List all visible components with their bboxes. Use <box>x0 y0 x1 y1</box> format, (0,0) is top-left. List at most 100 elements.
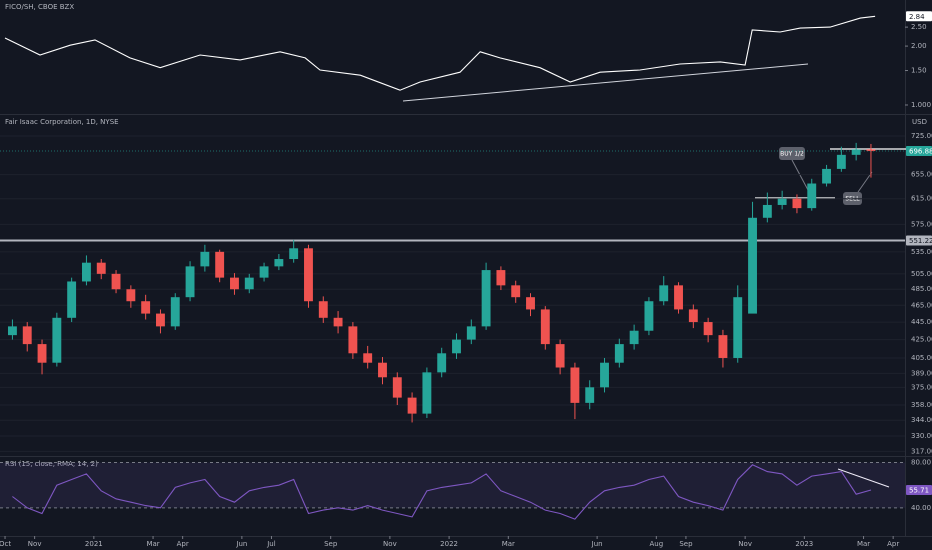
x-tick-label: Nov <box>383 540 397 548</box>
y-tick-label: 2.50 <box>911 23 927 31</box>
candle-body <box>170 297 180 327</box>
candle-body <box>156 313 165 327</box>
candle-body <box>200 251 210 267</box>
last-value-label: 55.71 <box>909 487 929 495</box>
candle-body <box>407 397 417 414</box>
candle-body <box>614 344 624 363</box>
candle-body <box>748 217 757 314</box>
x-tick-label: Aug <box>649 540 663 548</box>
y-tick-label: 389.00 <box>911 369 932 377</box>
candle-body <box>52 317 62 363</box>
candle-body <box>466 326 476 340</box>
y-tick-label: 445.00 <box>911 318 932 326</box>
candle-body <box>304 248 313 302</box>
candle-body <box>259 266 269 278</box>
candle-body <box>244 277 254 290</box>
x-tick-label: Jun <box>235 540 247 548</box>
unit-label: USD <box>912 118 927 126</box>
series-line <box>12 464 872 520</box>
last-value-label: 551.22 <box>909 237 932 245</box>
candle-body <box>318 301 328 318</box>
callout-pointer <box>857 171 873 193</box>
trend-line <box>402 63 809 102</box>
candle-body <box>348 326 358 354</box>
x-tick-label: 2023 <box>795 540 813 548</box>
x-tick-label: Mar <box>146 540 159 548</box>
x-tick-label: Nov <box>28 540 42 548</box>
y-tick-label: 655.00 <box>911 171 932 179</box>
candle-body <box>481 270 491 327</box>
candle-body <box>659 285 669 302</box>
y-tick-label: 465.00 <box>911 301 932 309</box>
y-tick-label: 535.00 <box>911 248 932 256</box>
candle-body <box>82 262 91 282</box>
y-tick-label: 80.00 <box>911 459 931 467</box>
candle-body <box>644 301 654 331</box>
candle-body <box>777 198 787 205</box>
y-tick-label: 505.00 <box>911 270 932 278</box>
y-tick-label: 1.000 <box>911 101 931 109</box>
candle-body <box>496 270 506 286</box>
x-tick-label: 2021 <box>85 540 103 548</box>
last-value-box <box>906 235 932 246</box>
candle-body <box>363 353 373 363</box>
y-tick-label: 575.00 <box>911 220 932 228</box>
candle-body <box>555 344 565 368</box>
candle-body <box>688 309 698 323</box>
y-tick-label: 725.00 <box>911 132 932 140</box>
candle-body <box>67 281 77 318</box>
y-tick-label: 358.00 <box>911 401 932 409</box>
candle-body <box>822 168 831 184</box>
panel-title: RSI (15, close, RMA, 14, 2) <box>5 460 98 468</box>
y-tick-label: 375.00 <box>911 383 932 391</box>
candle-body <box>585 387 595 403</box>
candle-body <box>289 248 299 260</box>
candle-body <box>230 277 239 290</box>
y-tick-label: 485.00 <box>911 285 932 293</box>
last-value-box <box>906 146 932 157</box>
x-tick-label: Sep <box>679 540 693 548</box>
last-value-label: 696.88 <box>909 148 932 156</box>
candle-body <box>600 362 609 388</box>
candle-body <box>437 353 447 373</box>
candle-body <box>422 372 432 414</box>
candle-body <box>540 309 550 345</box>
y-tick-label: 615.00 <box>911 195 932 203</box>
trend-line <box>837 468 890 488</box>
candle-body <box>274 259 284 267</box>
x-tick-label: Apr <box>177 540 189 548</box>
x-tick-label: Mar <box>502 540 515 548</box>
candle-body <box>7 326 17 336</box>
candle-body <box>851 149 861 155</box>
candle-body <box>762 204 772 218</box>
panel-title: Fair Isaac Corporation, 1D, NYSE <box>5 118 119 126</box>
candle-body <box>96 262 106 274</box>
candle-body <box>141 301 151 314</box>
y-tick-label: 405.00 <box>911 354 932 362</box>
candle-body <box>674 285 683 310</box>
candle-body <box>703 322 713 336</box>
last-value-box <box>906 485 932 496</box>
y-tick-label: 1.50 <box>911 67 927 75</box>
candle-body <box>866 149 876 152</box>
y-tick-label: 330.00 <box>911 432 932 440</box>
callout-box <box>779 147 805 160</box>
callout-label: BUY 1/2 <box>780 151 804 158</box>
y-tick-label: 344.00 <box>911 416 932 424</box>
x-tick-label: Jun <box>591 540 603 548</box>
candle-body <box>333 317 343 327</box>
candle-body <box>792 198 802 209</box>
rsi-band <box>0 462 905 508</box>
candle-body <box>215 251 225 278</box>
y-tick-label: 2.00 <box>911 42 927 50</box>
candle-body <box>452 339 461 354</box>
series-line <box>4 15 876 91</box>
x-tick-label: Nov <box>738 540 752 548</box>
candle-body <box>111 273 121 290</box>
candle-body <box>526 297 535 310</box>
x-tick-label: Mar <box>857 540 870 548</box>
x-tick-label: Apr <box>887 540 899 548</box>
x-tick-label: Oct <box>0 540 11 548</box>
